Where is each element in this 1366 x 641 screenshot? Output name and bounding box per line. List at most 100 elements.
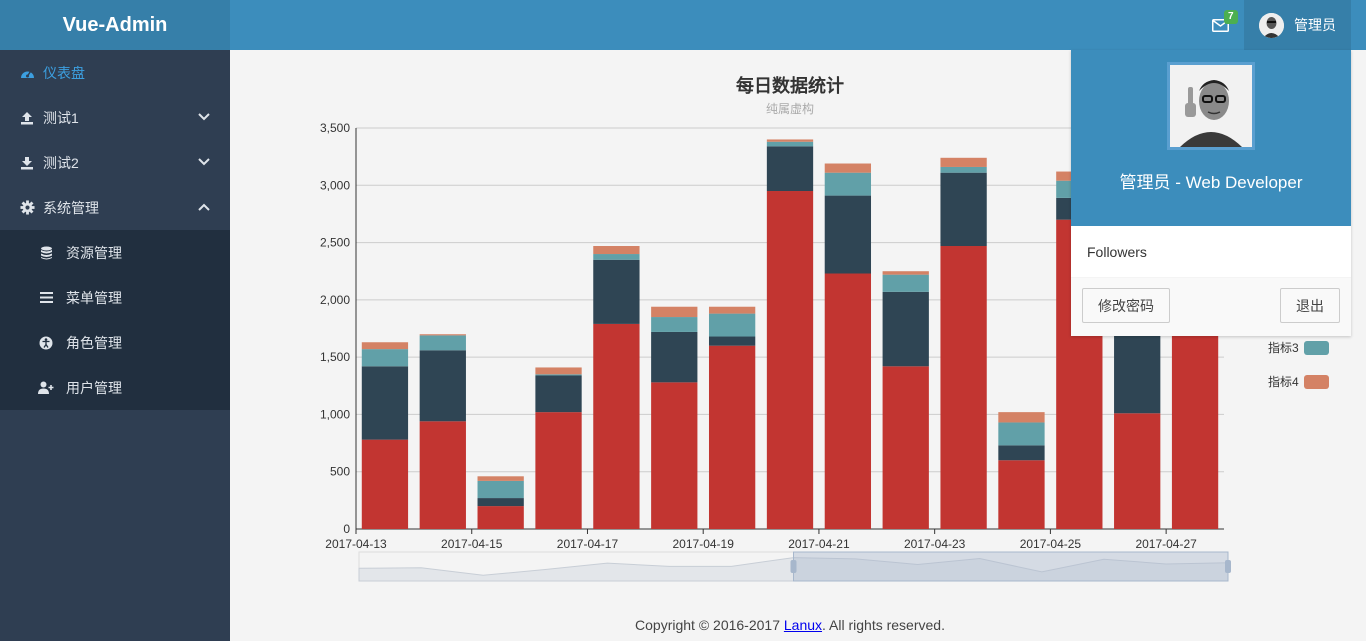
list-icon [38,290,54,306]
x-tick-label: 2017-04-23 [904,537,966,551]
chevron-down-icon [196,109,212,125]
bar-segment [998,460,1045,529]
bar-segment [708,313,756,337]
sidebar-item-test1[interactable]: 测试1 [0,95,230,140]
bar-segment [708,336,756,346]
chart-subtitle: 纯属虚构 [765,102,814,116]
bar-segment [477,480,524,499]
bar-segment [824,163,872,173]
x-tick-label: 2017-04-15 [441,537,503,551]
bar-segment [593,246,640,255]
chevron-down-icon [196,154,212,170]
change-password-button[interactable]: 修改密码 [1082,288,1170,323]
sidebar-item-dashboard[interactable]: 仪表盘 [0,50,230,95]
bar-segment [708,306,756,314]
sidebar-item-label: 系统管理 [43,199,99,216]
footer: Copyright © 2016-2017 Lanux. All rights … [230,617,1350,633]
bar-segment [940,172,987,247]
bar-segment [766,191,814,529]
x-tick-label: 2017-04-13 [325,537,387,551]
sidebar-item-users[interactable]: 用户管理 [0,365,230,410]
bar-segment [361,439,409,529]
x-tick-label: 2017-04-17 [557,537,619,551]
sidebar: Vue-Admin 仪表盘 测试1 测试2 系统管理 [0,0,230,641]
accessibility-icon [38,335,54,351]
legend-item-4[interactable]: 指标4 [1268,373,1329,390]
legend-label: 指标3 [1268,341,1299,355]
bar-segment [361,366,409,440]
daily-stats-chart: 每日数据统计 纯属虚构 0 500 1,000 1,500 2,000 2,500 3,00… [230,50,1366,620]
brand-logo[interactable]: Vue-Admin [0,0,230,50]
bar-segment [477,498,524,507]
bar-segment [419,350,466,422]
x-tick-label: 2017-04-27 [1135,537,1197,551]
bar-segment [361,349,409,367]
datazoom-selection[interactable] [793,551,1229,582]
bar-segment [708,345,756,529]
bar-segment [593,259,640,324]
user-dropdown: 管理员 - Web Developer Followers 修改密码 退出 [1071,50,1351,336]
sidebar-item-label: 角色管理 [66,334,122,351]
bar-segment [593,254,640,260]
datazoom-handle[interactable] [1225,560,1231,573]
sidebar-item-system[interactable]: 系统管理 [0,185,230,230]
sidebar-item-resources[interactable]: 资源管理 [0,230,230,275]
bar-segment [535,412,582,529]
bar-segment [1114,413,1161,529]
logout-button[interactable]: 退出 [1280,288,1340,323]
user-footer: 修改密码 退出 [1071,278,1351,336]
bar-segment [535,367,582,375]
y-tick-label: 500 [330,465,350,479]
bar-segment [1171,334,1219,529]
user-avatar-large [1167,62,1255,150]
followers-link[interactable]: Followers [1071,226,1351,278]
x-tick-label: 2017-04-25 [1020,537,1082,551]
bar-segment [766,141,814,147]
bar-segment [824,273,872,529]
lanux-link[interactable]: Lanux [783,617,823,633]
bar-segment [882,274,929,292]
datazoom-handle[interactable] [790,560,797,573]
legend-swatch [1303,340,1329,355]
y-tick-label: 1,000 [320,407,350,421]
user-title: 管理员 - Web Developer [1119,173,1303,192]
bar-segment [535,375,582,413]
y-tick-label: 2,500 [320,236,350,250]
bar-segment [477,506,524,529]
user-plus-icon [38,380,54,396]
bar-segment [477,476,524,481]
legend-swatch [1303,374,1329,389]
sidebar-item-label: 用户管理 [66,379,122,396]
dashboard-icon [19,65,35,81]
user-menu-button[interactable]: 管理员 [1244,0,1351,50]
top-navbar: 7 管理员 [230,0,1366,50]
sidebar-item-test2[interactable]: 测试2 [0,140,230,185]
copyright-text: Copyright © 2016-2017 [635,617,784,633]
legend-label: 指标4 [1268,375,1299,389]
download-icon [19,155,35,171]
avatar [1259,12,1284,38]
legend-item-3[interactable]: 指标3 [1268,339,1329,356]
y-tick-label: 1,500 [320,350,350,364]
y-tick-label: 3,000 [320,178,350,192]
chevron-up-icon [196,199,212,215]
sidebar-item-label: 仪表盘 [43,64,85,81]
gear-icon [19,200,35,216]
y-tick-label: 2,000 [320,293,350,307]
x-tick-label: 2017-04-19 [673,537,735,551]
bar-segment [882,366,929,529]
user-header: 管理员 - Web Developer [1071,50,1351,226]
sidebar-item-menus[interactable]: 菜单管理 [0,275,230,320]
mail-count-badge: 7 [1224,10,1238,24]
bar-segment [651,306,698,318]
user-name: 管理员 [1294,17,1336,33]
sidebar-item-roles[interactable]: 角色管理 [0,320,230,365]
copyright-suffix: . All rights reserved. [822,617,945,633]
database-icon [38,245,54,261]
y-tick-label: 3,500 [320,121,350,135]
bar-segment [766,139,814,142]
bar-segment [824,172,872,196]
bar-segment [766,146,814,192]
y-tick-label: 0 [343,522,350,536]
bar-segment [419,421,466,529]
